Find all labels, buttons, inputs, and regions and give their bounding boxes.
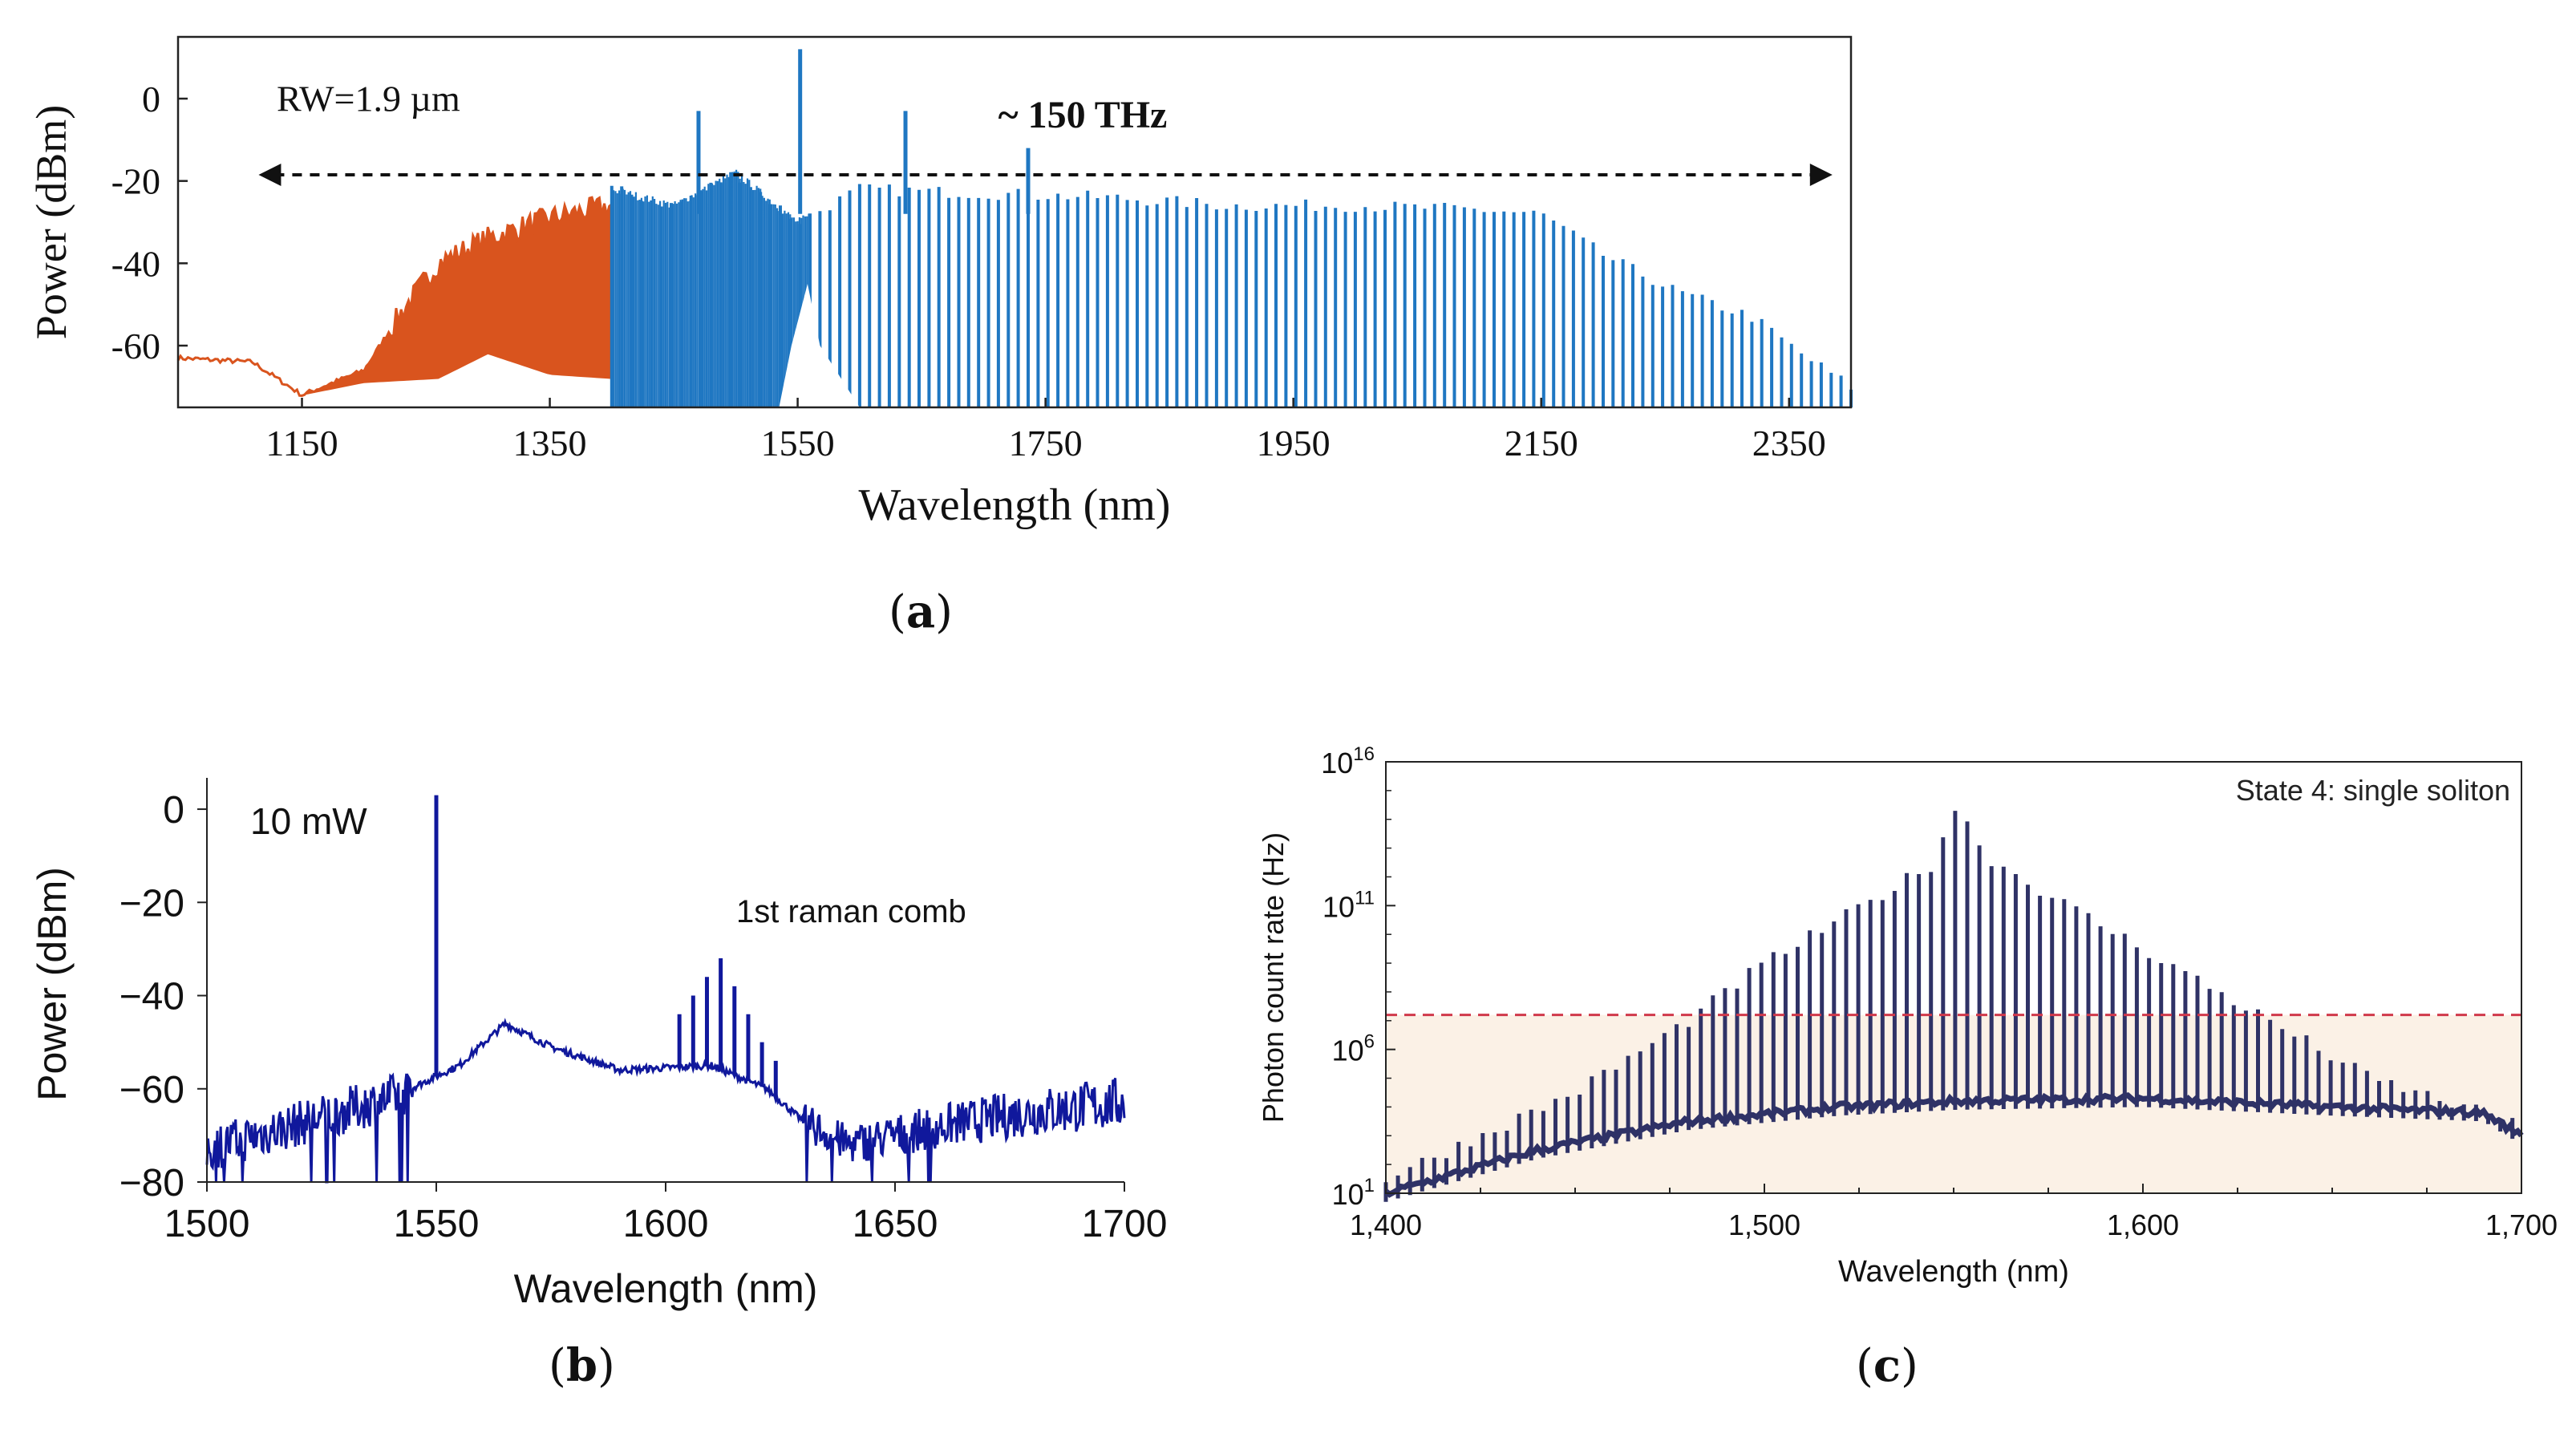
comb-series [610, 49, 1853, 407]
y-tick-label: -20 [111, 161, 160, 202]
chart-b: 1500 1550 1600 1650 1700 0 −20 −40 −60 −80 Wavelen… [0, 722, 1203, 1427]
state-annotation: State 4: single soliton [2236, 774, 2510, 807]
y-axis-label: Photon count rate (Hz) [1257, 832, 1290, 1123]
spectrum-trace [205, 1018, 1126, 1184]
comb-annotation: 1st raman comb [736, 894, 966, 929]
chart-a: 1150 1350 1550 1750 1950 2150 2350 0 -20 -40 -60 Wa… [0, 0, 1925, 658]
y-tick-exponent: 6 [1364, 1031, 1375, 1053]
x-tick-label: 1,400 [1350, 1208, 1422, 1241]
y-tick-label: 106 [1332, 1031, 1375, 1067]
y-tick-label: 1016 [1321, 743, 1375, 779]
comb-dense-region [610, 169, 810, 407]
y-tick-label: −20 [119, 882, 184, 925]
y-tick-label: -40 [111, 243, 160, 284]
y-tick-label: -60 [111, 326, 160, 366]
ridge-width-annotation: RW=1.9 µm [277, 78, 460, 119]
chart-a-svg: 1150 1350 1550 1750 1950 2150 2350 0 -20 -40 -60 Wa… [27, 35, 1853, 530]
chart-b-svg: 1500 1550 1600 1650 1700 0 −20 −40 −60 −80 Wavelen… [30, 778, 1168, 1311]
span-arrow-head-left [258, 163, 281, 186]
chart-c: 1,400 1,500 1,600 1,700 101 106 1011 1016 Wavele… [1235, 722, 2576, 1427]
y-tick-label: 101 [1332, 1175, 1375, 1211]
x-tick-label: 1700 [1082, 1203, 1168, 1245]
x-tick-label: 1150 [265, 423, 338, 464]
panel-label-b-text: b [565, 1339, 598, 1392]
y-tick-label: −80 [119, 1162, 184, 1204]
panel-label-b: (b) [549, 1339, 615, 1392]
y-axis-label: Power (dBm) [30, 867, 75, 1101]
panel-label-c: (c) [1856, 1339, 1918, 1392]
raman-series [176, 196, 613, 397]
x-tick-label: 1550 [761, 423, 835, 464]
y-axis-label: Power (dBm) [27, 105, 75, 339]
y-tick-exponent: 16 [1353, 743, 1375, 765]
raman-outline [176, 196, 613, 397]
x-tick-label: 1650 [853, 1203, 938, 1245]
x-tick-label: 1,600 [2107, 1208, 2179, 1241]
y-tick-base: 10 [1332, 1178, 1364, 1211]
y-tick-base: 10 [1332, 1034, 1364, 1067]
soliton-baseline [1383, 1092, 2524, 1198]
power-annotation: 10 mW [250, 800, 367, 842]
y-tick-label: −60 [119, 1069, 184, 1111]
x-axis-label: Wavelength (nm) [514, 1266, 818, 1311]
y-tick-label: 1011 [1322, 887, 1375, 923]
y-tick-exponent: 11 [1355, 887, 1375, 909]
panel-label-a: (a) [889, 585, 954, 638]
span-arrow-head-right [1809, 163, 1833, 186]
x-axis-label: Wavelength (nm) [859, 480, 1171, 530]
x-axis-label: Wavelength (nm) [1838, 1255, 2069, 1289]
y-tick-label: 0 [163, 789, 184, 832]
axes-frame [176, 35, 1853, 409]
panel-label-a-text: a [905, 585, 936, 638]
y-tick-base: 10 [1322, 890, 1355, 923]
x-tick-label: 1750 [1009, 423, 1083, 464]
x-tick-label: 2350 [1752, 423, 1826, 464]
y-tick-label: 0 [142, 79, 160, 119]
chart-c-svg: 1,400 1,500 1,600 1,70010110610111016Wavele… [1257, 743, 2558, 1289]
y-tick-label: −40 [119, 976, 184, 1018]
spectrum-series [205, 795, 1126, 1184]
x-tick-label: 1600 [623, 1203, 709, 1245]
x-tick-label: 1550 [394, 1203, 480, 1245]
x-tick-label: 1950 [1257, 423, 1331, 464]
span-annotation: ~ 150 THz [998, 94, 1168, 136]
x-tick-label: 1,700 [2485, 1208, 2558, 1241]
x-tick-label: 1500 [164, 1203, 250, 1245]
panel-label-c-text: c [1873, 1339, 1901, 1392]
y-tick-base: 10 [1321, 747, 1353, 779]
y-tick-exponent: 1 [1364, 1175, 1375, 1196]
comb-gap [779, 284, 860, 407]
x-tick-label: 1,500 [1728, 1208, 1800, 1241]
x-tick-label: 1350 [513, 423, 587, 464]
x-tick-label: 2150 [1505, 423, 1578, 464]
raman-fill [302, 196, 613, 396]
